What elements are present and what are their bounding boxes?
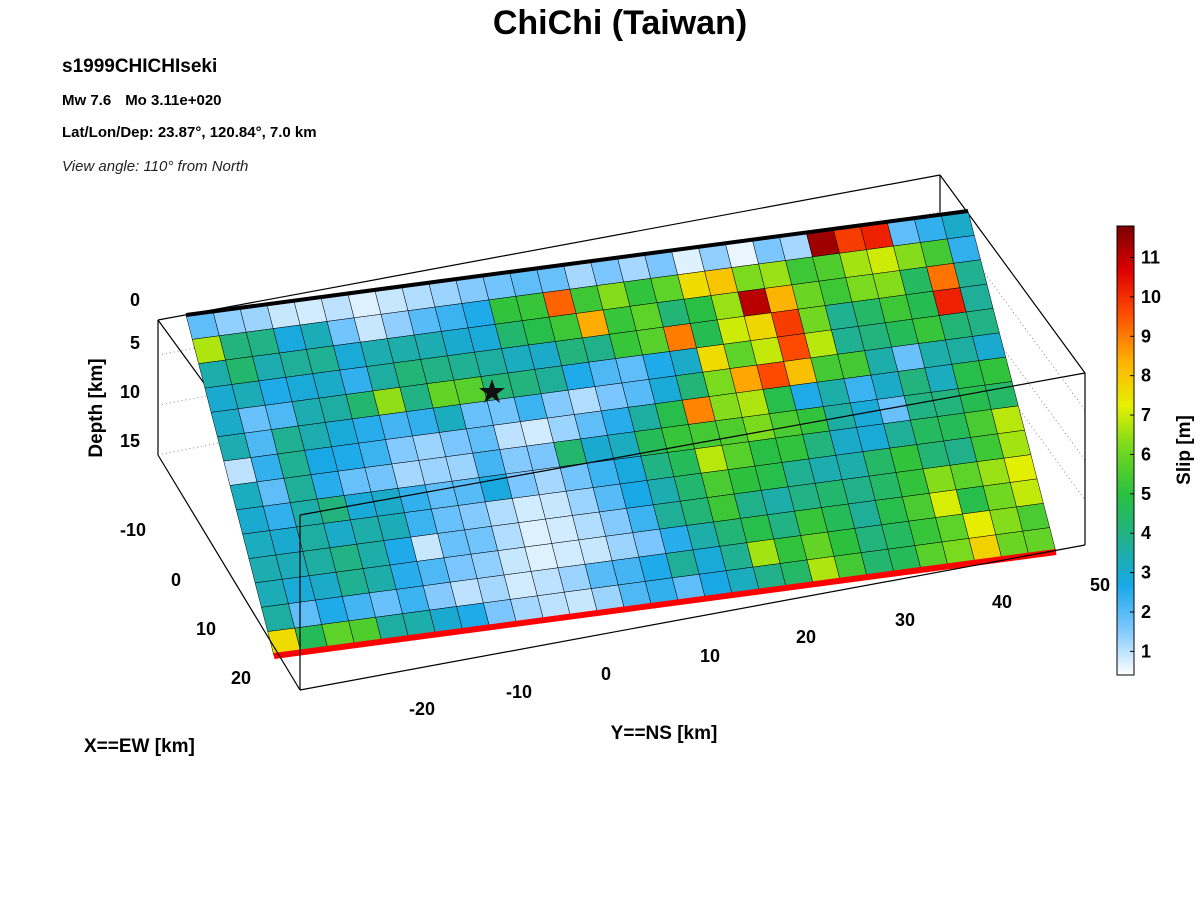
slip-cell: [997, 429, 1032, 459]
y-tick-label: 10: [700, 646, 720, 666]
hypocenter-location: Lat/Lon/Dep: 23.87°, 120.84°, 7.0 km: [62, 124, 317, 141]
slip-cell: [1009, 478, 1044, 508]
colorbar-tick-label: 7: [1141, 405, 1151, 425]
box-edge-front-bottom: [299, 544, 1086, 691]
x-tick-label: -10: [120, 520, 146, 540]
colorbar-tick-label: 10: [1141, 287, 1161, 307]
box-front: [157, 372, 1086, 691]
box-edge-right-top: [939, 174, 1086, 374]
box-edge-back-top: [157, 174, 941, 321]
y-tick-label: -20: [409, 699, 435, 719]
colorbar-tick-label: 11: [1141, 248, 1160, 268]
surface-rupture-trace: [273, 549, 1057, 659]
x-axis: -10 0 10 20: [120, 520, 251, 688]
colorbar-tick-label: 8: [1141, 366, 1151, 386]
slip-cell: [953, 259, 988, 288]
z-tick-label: 15: [120, 431, 140, 451]
seismic-moment: Mo 3.11e+020: [125, 92, 222, 109]
hypocenter-star-icon: [479, 379, 505, 403]
colorbar-label: Slip [m]: [1174, 415, 1195, 485]
view-angle: View angle: 110° from North: [62, 158, 249, 175]
colorbar-ticks: 1 2 3 4 5 6 7 8 9 10 11: [1130, 248, 1161, 661]
fault-plane-grid: [185, 210, 1057, 657]
x-axis-label: X==EW [km]: [84, 736, 195, 757]
colorbar-tick-label: 3: [1141, 563, 1151, 583]
y-axis: -20 -10 0 10 20 30 40 50: [409, 575, 1110, 719]
z-tick-label: 10: [120, 382, 140, 402]
slip-cell: [959, 283, 994, 313]
z-tick-label: 0: [130, 290, 140, 310]
x-tick-label: 0: [171, 570, 181, 590]
slip-cell: [1016, 503, 1051, 532]
fault-top-edge: [185, 209, 969, 317]
colorbar-tick-label: 9: [1141, 326, 1151, 346]
event-id: s1999CHICHIseki: [62, 56, 218, 77]
colorbar-tick-label: 1: [1141, 641, 1151, 661]
slip-cell: [965, 308, 1000, 337]
colorbar-tick-label: 4: [1141, 523, 1151, 543]
x-tick-label: 20: [231, 668, 251, 688]
y-tick-label: -10: [506, 682, 532, 702]
y-axis-label: Y==NS [km]: [611, 723, 718, 744]
y-tick-label: 0: [601, 664, 611, 684]
slip-cell: [990, 405, 1025, 435]
box-edge-bottom-left: [157, 454, 301, 691]
magnitude: Mw 7.6: [62, 92, 112, 109]
z-axis-label: Depth [km]: [86, 358, 107, 457]
colorbar-tick-label: 2: [1141, 602, 1151, 622]
y-tick-label: 50: [1090, 575, 1110, 595]
z-axis: 0 5 10 15 Depth [km]: [86, 290, 140, 458]
colorbar-tick-label: 5: [1141, 484, 1151, 504]
x-tick-label: 10: [196, 619, 216, 639]
y-tick-label: 30: [895, 610, 915, 630]
magnitude-line: Mw 7.6 Mo 3.11e+020: [62, 92, 222, 109]
chart-title: ChiChi (Taiwan): [492, 4, 748, 42]
colorbar-tick-label: 6: [1141, 444, 1151, 464]
colorbar-fill: [1116, 225, 1135, 676]
slip-cell: [972, 332, 1007, 361]
slip-cell: [978, 356, 1013, 386]
slip-cell: [1003, 454, 1038, 483]
z-tick-label: 5: [130, 333, 140, 353]
slip-cell: [946, 235, 981, 264]
y-tick-label: 40: [992, 592, 1012, 612]
y-tick-label: 20: [796, 627, 816, 647]
box-edge-front-top: [299, 372, 1086, 516]
colorbar: 1 2 3 4 5 6 7 8 9 10 11 Slip [m]: [1116, 225, 1195, 676]
